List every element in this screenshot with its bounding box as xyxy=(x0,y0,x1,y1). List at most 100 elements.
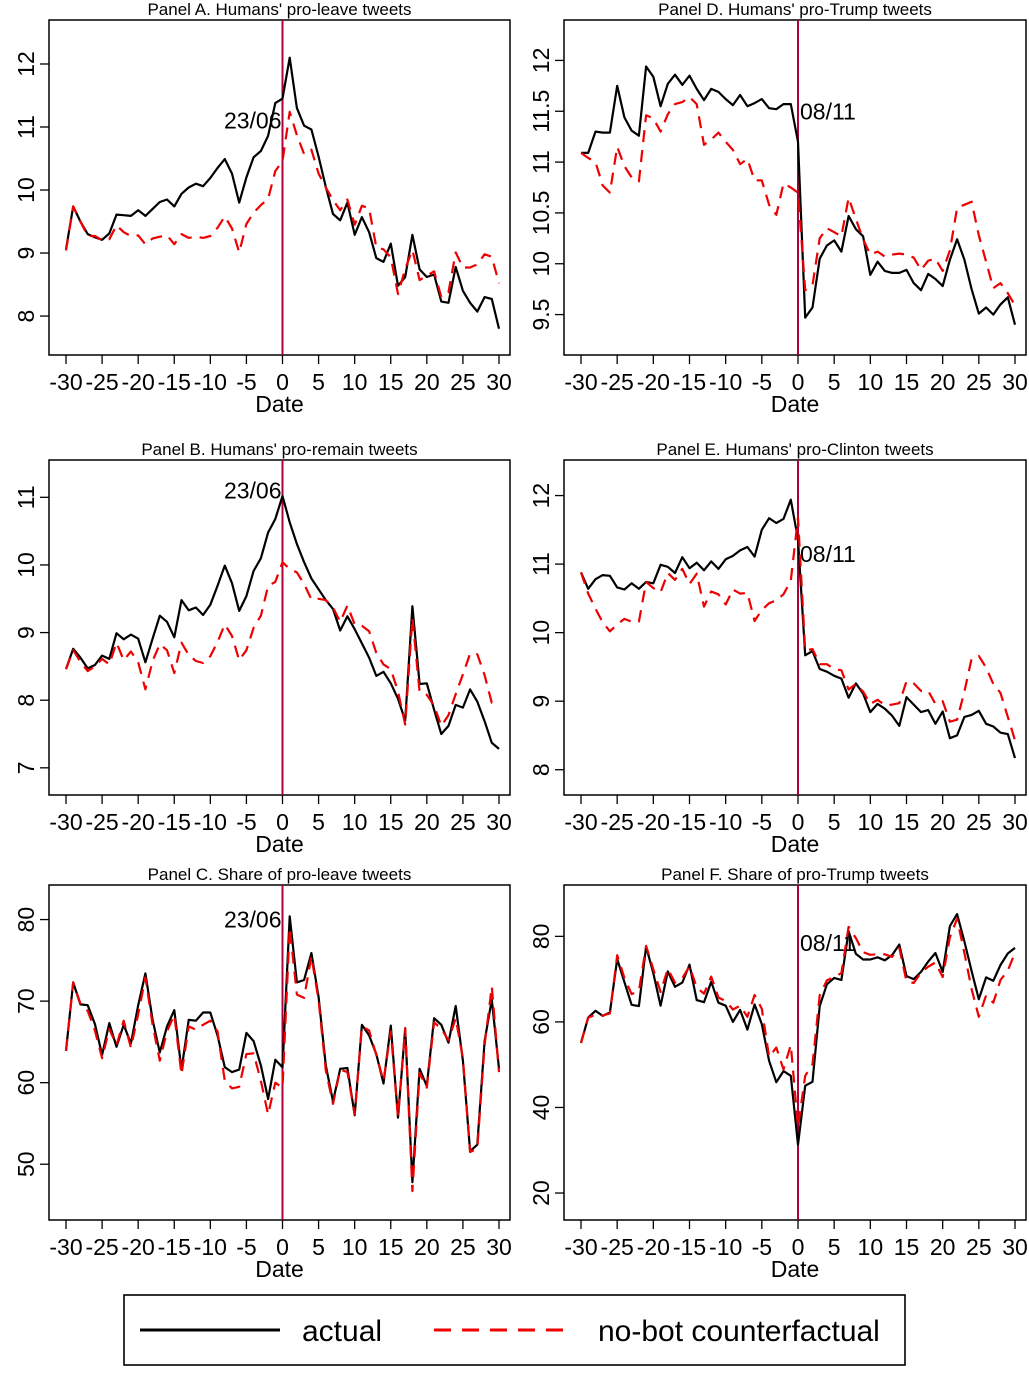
y-tick-label: 10 xyxy=(528,620,554,646)
plot-frame xyxy=(563,884,1027,1221)
event-label: 08/11 xyxy=(800,98,856,124)
x-axis-label: Date xyxy=(255,831,304,857)
plot-frame xyxy=(48,884,511,1221)
chart-panel-2: Panel B. Humans' pro-remain tweets -30 -25… xyxy=(13,440,512,857)
x-tick-label: 25 xyxy=(966,809,992,835)
x-tick-label: 20 xyxy=(414,809,440,835)
panels: Panel A. Humans' pro-leave tweets-30 -25-… xyxy=(13,0,1028,1282)
x-tick-label: -20 xyxy=(637,369,670,395)
panel-title: Panel F. Share of pro-Trump tweets xyxy=(661,865,929,884)
x-tick-label: 5 xyxy=(312,809,325,835)
x-tick-label: 0 xyxy=(276,1234,289,1260)
x-tick-label: -15 xyxy=(673,1234,706,1260)
x-tick-label: 10 xyxy=(342,809,368,835)
x-tick-label: 30 xyxy=(486,369,512,395)
x-axis-label: Date xyxy=(255,1256,304,1282)
x-tick-label: -20 xyxy=(122,369,155,395)
y-tick-label: 10 xyxy=(528,251,554,277)
event-label: 08/11 xyxy=(800,541,856,567)
series-line-counterfactual xyxy=(64,926,501,1193)
plot-frame xyxy=(48,19,511,356)
x-tick-label: 15 xyxy=(378,1234,404,1260)
chart-panel-1: Panel D. Humans' pro-Trump tweets-30 -25-… xyxy=(528,0,1028,417)
chart-panel-4: Panel C. Share of pro-leave tweets -30 -25… xyxy=(13,865,512,1282)
chart-panel-3: Panel E. Humans' pro-Clinton tweets-30 -2… xyxy=(528,440,1028,857)
y-tick-label: 8 xyxy=(528,763,554,776)
panel-title: Panel D. Humans' pro-Trump tweets xyxy=(658,0,932,19)
x-tick-label: 10 xyxy=(858,1234,884,1260)
x-tick-label: 30 xyxy=(486,809,512,835)
x-tick-label: -10 xyxy=(194,1234,227,1260)
y-tick-label: 11 xyxy=(528,150,554,174)
x-tick-label: -25 xyxy=(601,809,634,835)
panel-title: Panel B. Humans' pro-remain tweets xyxy=(141,440,417,459)
x-tick-label: 25 xyxy=(966,369,992,395)
x-tick-label: -10 xyxy=(194,369,227,395)
y-tick-label: 10 xyxy=(13,552,39,578)
x-tick-label: -25 xyxy=(601,369,634,395)
x-tick-label: -10 xyxy=(709,369,742,395)
x-tick-label: -15 xyxy=(673,809,706,835)
x-tick-label: -15 xyxy=(158,1234,191,1260)
x-axis-label: Date xyxy=(771,391,820,417)
y-tick-label: 9 xyxy=(13,626,39,639)
x-tick-label: -15 xyxy=(158,369,191,395)
x-tick-label: 15 xyxy=(894,809,920,835)
x-tick-label: -30 xyxy=(564,1234,597,1260)
x-axis-label: Date xyxy=(255,391,304,417)
x-tick-label: 0 xyxy=(792,809,805,835)
x-tick-label: 20 xyxy=(930,809,956,835)
x-tick-label: 0 xyxy=(792,369,805,395)
series-line-actual xyxy=(64,56,501,329)
x-tick-label: -30 xyxy=(564,809,597,835)
y-tick-label: 11.5 xyxy=(528,90,554,133)
series-line-counterfactual xyxy=(64,110,501,299)
x-tick-label: -30 xyxy=(49,1234,82,1260)
x-tick-label: 30 xyxy=(1002,369,1028,395)
chart-panel-5: Panel F. Share of pro-Trump tweets -30 -25… xyxy=(528,865,1028,1282)
x-tick-label: 0 xyxy=(276,369,289,395)
x-tick-label: 0 xyxy=(276,809,289,835)
legend: actual no-bot counterfactual xyxy=(123,1294,906,1366)
x-tick-label: -30 xyxy=(49,809,82,835)
x-tick-label: 15 xyxy=(378,809,404,835)
x-tick-label: 25 xyxy=(450,1234,476,1260)
series-line-actual xyxy=(579,498,1017,759)
x-tick-label: -10 xyxy=(194,809,227,835)
x-tick-label: -25 xyxy=(85,809,118,835)
y-tick-label: 10 xyxy=(13,177,39,203)
x-tick-label: -20 xyxy=(122,1234,155,1260)
x-tick-label: 30 xyxy=(1002,809,1028,835)
x-tick-label: -15 xyxy=(673,369,706,395)
y-tick-label: 11 xyxy=(528,552,554,576)
y-tick-label: 12 xyxy=(528,48,554,74)
x-tick-label: -10 xyxy=(709,1234,742,1260)
x-tick-label: -5 xyxy=(236,809,256,835)
x-tick-label: -15 xyxy=(158,809,191,835)
plot-frame xyxy=(563,459,1027,796)
x-tick-label: 30 xyxy=(1002,1234,1028,1260)
y-tick-label: 60 xyxy=(528,1009,554,1035)
series-line-counterfactual xyxy=(64,561,499,728)
y-tick-label: 80 xyxy=(528,924,554,950)
x-tick-label: 10 xyxy=(858,809,884,835)
x-tick-label: -5 xyxy=(236,369,256,395)
x-tick-label: 15 xyxy=(378,369,404,395)
y-tick-label: 10.5 xyxy=(528,191,554,236)
x-tick-label: 25 xyxy=(450,809,476,835)
x-tick-label: 5 xyxy=(828,1234,841,1260)
y-tick-label: 40 xyxy=(528,1095,554,1121)
plot-frame xyxy=(48,459,511,796)
x-tick-label: 25 xyxy=(966,1234,992,1260)
x-tick-label: -20 xyxy=(122,809,155,835)
series-line-actual xyxy=(581,65,1017,325)
y-tick-label: 80 xyxy=(13,907,39,933)
x-tick-label: 20 xyxy=(930,369,956,395)
y-tick-label: 20 xyxy=(528,1180,554,1206)
plot-frame xyxy=(563,19,1027,356)
panel-title: Panel C. Share of pro-leave tweets xyxy=(148,865,412,884)
y-tick-label: 11 xyxy=(13,115,39,139)
x-tick-label: 25 xyxy=(450,369,476,395)
y-tick-label: 12 xyxy=(528,483,554,509)
